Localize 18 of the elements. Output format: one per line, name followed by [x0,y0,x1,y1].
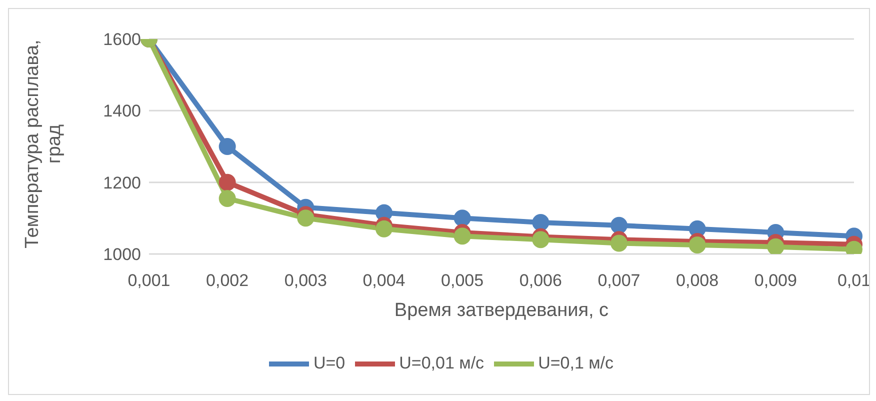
legend-label: U=0 [313,353,346,372]
x-axis-title: Время затвердевания, с [394,300,609,321]
x-tick-label: 0,009 [754,271,797,290]
x-tick-label: 0,002 [206,271,249,290]
x-tick-label: 0,003 [284,271,327,290]
y-tick-label: 1000 [103,245,141,264]
y-tick-label: 1400 [103,102,141,121]
x-tick-label: 0,004 [362,271,406,290]
x-tick-label: 0,001 [128,271,170,290]
legend-label: U=0,01 м/с [399,353,484,372]
x-tick-label: 0,008 [676,271,719,290]
legend-label: U=0,1 м/с [538,353,614,372]
y-tick-label: 1200 [103,173,141,192]
x-tick-label: 0,007 [598,271,640,290]
x-tick-label: 0,006 [519,271,562,290]
y-tick-label: 1600 [103,30,141,50]
x-tick-label: 0,005 [441,271,484,290]
y-axis-title: Температура расплава, град [22,40,65,248]
